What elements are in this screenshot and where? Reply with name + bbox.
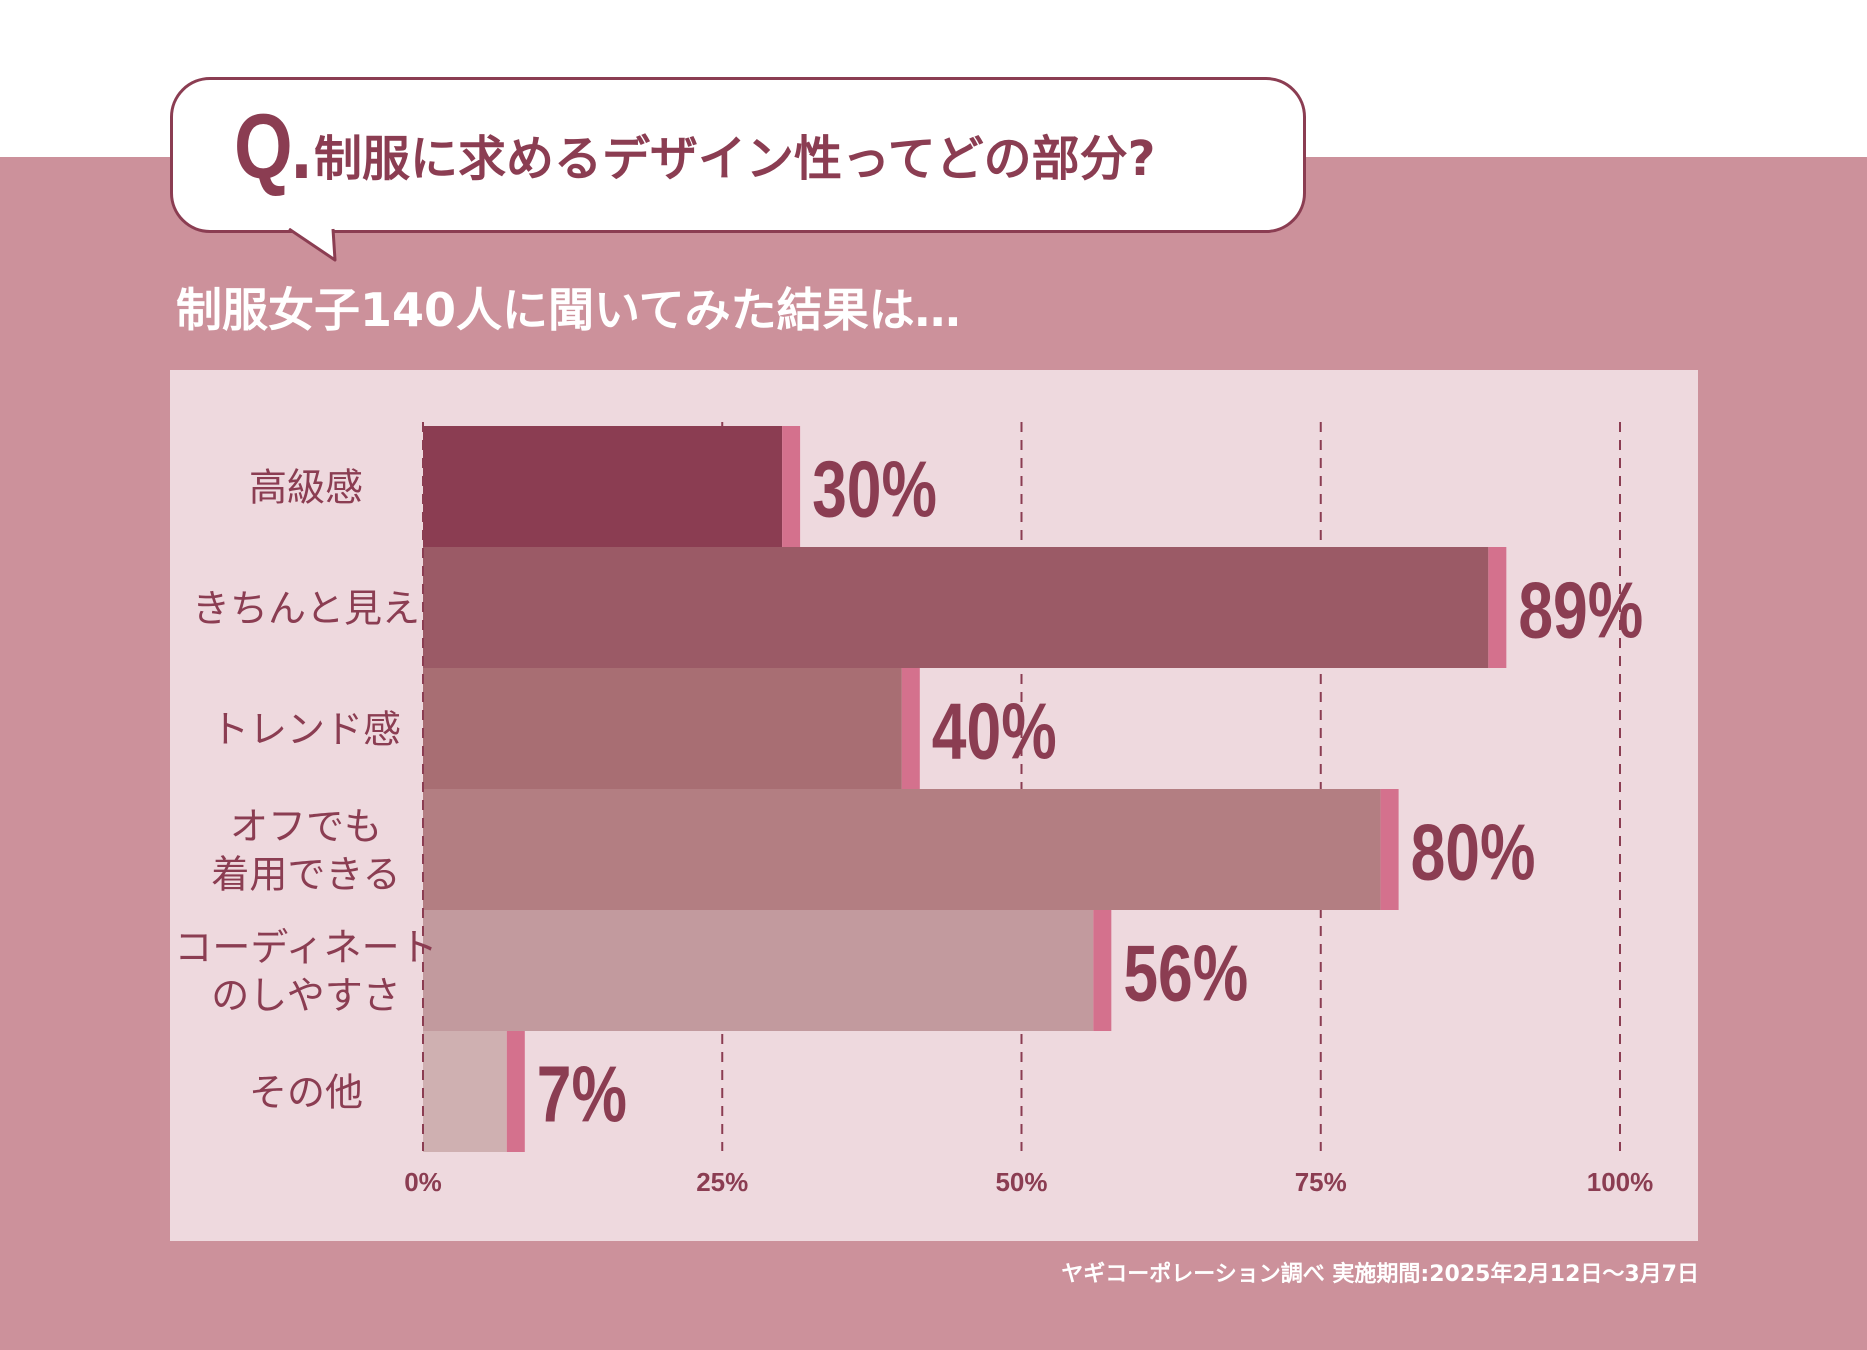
chart-subtitle: 制服女子140人に聞いてみた結果は…: [176, 283, 961, 337]
bar-cap: [901, 668, 920, 789]
value-label: 30%: [812, 445, 937, 534]
x-tick-label: 75%: [1295, 1167, 1347, 1197]
bar-cap: [1093, 910, 1112, 1031]
bar-chart: 0% 25% 50% 75% 100% 30% 高級感 89% きちんと見え 40% トレンド感 80…: [174, 422, 1654, 1197]
category-label: のしやすさ: [211, 974, 401, 1018]
x-tick-label: 25%: [696, 1167, 748, 1197]
category-label: きちんと見え: [192, 587, 420, 631]
bar-cap: [506, 1031, 525, 1152]
bar: [423, 426, 783, 547]
value-label: 7%: [537, 1050, 627, 1139]
bar-cap: [1488, 547, 1507, 668]
value-label: 40%: [932, 687, 1057, 776]
bar: [423, 910, 1094, 1031]
category-label: オフでも: [230, 805, 382, 849]
source-note: ヤギコーポレーション調べ 実施期間:2025年2月12日～3月7日: [1061, 1262, 1699, 1287]
x-tick-label: 100%: [1587, 1167, 1654, 1197]
category-label: 高級感: [249, 466, 363, 510]
category-label: その他: [249, 1071, 363, 1115]
chart-panel: 0% 25% 50% 75% 100% 30% 高級感 89% きちんと見え 40% トレンド感 80…: [170, 370, 1698, 1241]
category-label: コーディネート: [174, 926, 437, 970]
value-label: 80%: [1411, 808, 1536, 897]
x-tick-label: 0%: [404, 1167, 442, 1197]
value-label: 56%: [1123, 929, 1248, 1018]
bubble-tail: [288, 228, 337, 262]
bar: [423, 1031, 507, 1152]
bar: [423, 668, 902, 789]
question-title: 制服に求めるデザイン性ってどの部分?: [314, 131, 1156, 187]
bar: [423, 547, 1489, 668]
value-label: 89%: [1518, 566, 1643, 655]
bar-cap: [1380, 789, 1399, 910]
bar: [423, 789, 1381, 910]
q-mark: Q.: [234, 96, 312, 198]
question-bubble: [170, 77, 1306, 233]
category-label: 着用できる: [211, 853, 400, 897]
bar-cap: [782, 426, 801, 547]
category-label: トレンド感: [211, 708, 401, 752]
x-tick-label: 50%: [995, 1167, 1047, 1197]
